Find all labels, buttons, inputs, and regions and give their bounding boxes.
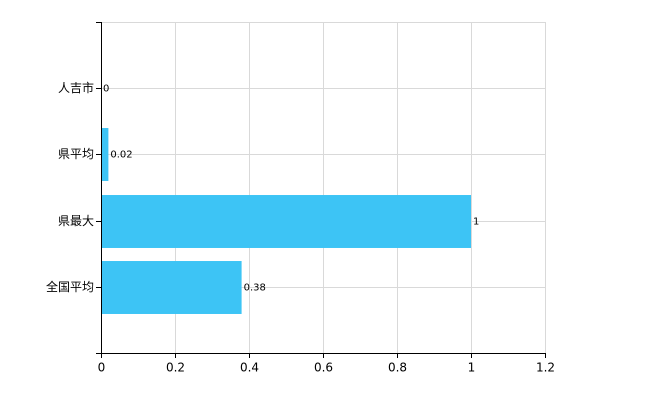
y-tick-label: 県最大: [58, 214, 94, 228]
value-label: 0: [103, 84, 109, 95]
x-tick-label: 0.2: [166, 361, 185, 375]
x-tick-label: 1.2: [536, 361, 555, 375]
bar: [101, 195, 471, 248]
value-label: 0.02: [110, 150, 132, 161]
bar: [101, 128, 109, 181]
value-label: 1: [473, 217, 479, 228]
x-tick-label: 0.4: [240, 361, 259, 375]
x-tick-label: 0.8: [388, 361, 407, 375]
x-tick-label: 0: [98, 361, 106, 375]
x-tick-label: 0.6: [314, 361, 333, 375]
y-tick-label: 全国平均: [46, 279, 94, 294]
x-tick-label: 1: [468, 361, 476, 375]
bar: [101, 261, 242, 314]
y-tick-label: 人吉市: [58, 80, 94, 95]
y-tick-label: 県平均: [58, 147, 94, 161]
value-label: 0.38: [244, 283, 266, 294]
